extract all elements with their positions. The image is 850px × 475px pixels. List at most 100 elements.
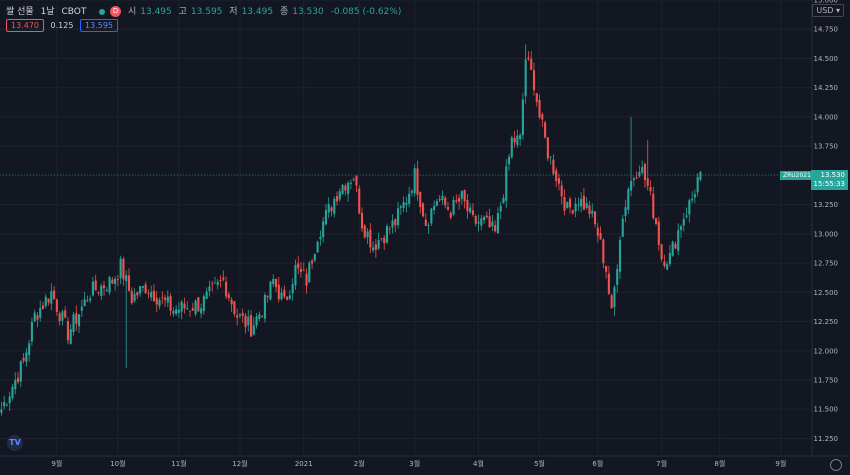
price-tick-label: 14.250 [814, 84, 839, 92]
candle-body [8, 396, 11, 404]
price-tick-label: 15.000 [814, 0, 839, 5]
candle-body [188, 310, 192, 312]
candle-body [205, 291, 208, 299]
candle-body [530, 59, 533, 70]
candle-body [499, 205, 502, 212]
candle-body [574, 203, 577, 212]
symbol-name[interactable]: 쌀 선물 [6, 7, 34, 17]
time-tick-label: 5월 [534, 459, 545, 468]
candle-body [186, 308, 189, 310]
candle-body [699, 171, 702, 180]
price-tick-label: 12.250 [814, 318, 839, 326]
quote-row: 13.470 0.125 13.595 [6, 19, 122, 32]
price-axis[interactable]: 11.250 11.500 11.750 12.000 12.250 12.500 12.7… [814, 0, 839, 443]
candle-body [97, 292, 100, 293]
candle-body [311, 260, 314, 264]
open-value: 13.495 [140, 7, 172, 17]
grid [0, 0, 812, 456]
candle-body [116, 279, 119, 280]
candle-body [505, 166, 508, 201]
candle-body [147, 293, 150, 295]
candle-body [696, 176, 699, 193]
candle-body [435, 201, 438, 206]
candle-body [200, 308, 203, 314]
settings-gear-icon[interactable] [830, 459, 842, 471]
candle-body [44, 296, 47, 307]
candle-body [463, 189, 466, 202]
candle-body [685, 215, 688, 217]
price-tick-label: 11.500 [814, 406, 839, 414]
candle-body [83, 299, 86, 307]
spread-value: 0.125 [50, 21, 74, 30]
tradingview-logo-icon[interactable]: TV [7, 435, 23, 451]
candle-body [172, 311, 175, 314]
time-axis[interactable]: 9월 10월 11월 12월 2021 2월 3월 4월 5월 6월 7월 8월 9월 [51, 459, 786, 468]
last-price-label: 13.530 15:55:33 [810, 170, 848, 190]
candle-body [202, 296, 205, 311]
candle-body [388, 228, 391, 230]
candle-body [341, 184, 344, 194]
candle-body [593, 211, 597, 225]
candle-body [305, 273, 308, 286]
candle-body [280, 292, 283, 300]
candle-body [130, 290, 133, 304]
time-tick-label: 6월 [592, 459, 603, 468]
candle-body [474, 215, 477, 224]
interval-label[interactable]: 1날 [40, 7, 55, 17]
candle-body [258, 314, 261, 319]
data-badge[interactable]: D [110, 6, 122, 17]
candle-body [546, 137, 549, 159]
candle-body [385, 226, 389, 243]
candle-body [219, 280, 222, 281]
exchange-label: CBOT [61, 7, 87, 17]
candle-body [144, 284, 147, 294]
candle-body [0, 409, 3, 413]
candle-body [671, 241, 674, 256]
candle-body [366, 231, 369, 238]
time-tick-label: 7월 [656, 459, 667, 468]
candle-body [127, 275, 131, 291]
candle-body [571, 210, 574, 214]
candle-body [444, 197, 447, 206]
candle-body [460, 191, 463, 199]
candle-body [568, 198, 572, 208]
candle-body [372, 247, 375, 251]
candle-body [302, 270, 305, 272]
candle-body [294, 265, 297, 286]
candle-body [380, 238, 383, 240]
candle-body [485, 215, 488, 218]
ask-price[interactable]: 13.595 [80, 19, 118, 32]
candle-body [430, 208, 433, 224]
candle-body [627, 188, 630, 210]
candle-body [313, 254, 316, 261]
candle-body [413, 168, 416, 194]
time-tick-label: 10월 [110, 459, 125, 468]
candle-body [552, 159, 555, 174]
candle-body [374, 244, 377, 250]
candle-body [652, 193, 655, 218]
candle-body [660, 244, 663, 260]
candle-body [682, 219, 685, 226]
time-tick-label: 4월 [473, 459, 484, 468]
candle-body [274, 278, 278, 288]
currency-selector[interactable]: USD ▾ [812, 4, 844, 17]
bid-price[interactable]: 13.470 [6, 19, 44, 32]
candle-body [510, 137, 513, 158]
candle-body [72, 314, 75, 333]
candle-body [446, 206, 450, 210]
time-tick-label: 9월 [51, 459, 62, 468]
candle-body [557, 178, 561, 184]
candle-body [225, 281, 228, 297]
candle-body [666, 264, 669, 270]
candle-body [488, 216, 491, 228]
candle-body [244, 315, 247, 328]
currency-label: USD [816, 6, 834, 15]
candle-body [519, 135, 522, 139]
candle-body [596, 227, 599, 236]
candle-body [180, 301, 183, 312]
candle-body [136, 292, 139, 296]
candle-body [322, 221, 325, 238]
candle-body [150, 292, 153, 298]
candle-body [277, 284, 280, 300]
